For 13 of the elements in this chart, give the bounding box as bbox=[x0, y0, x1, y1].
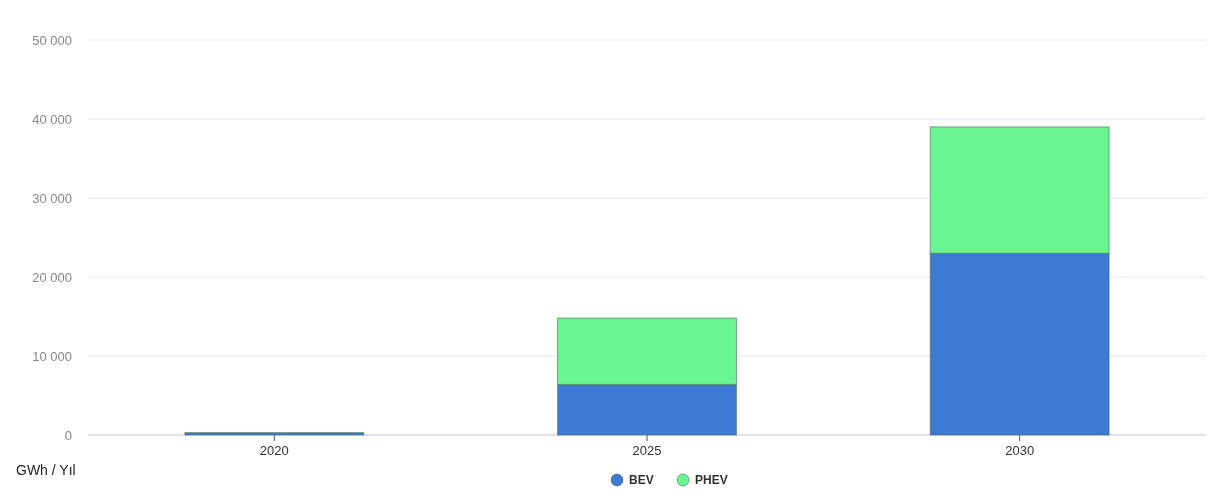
x-tick-label: 2020 bbox=[259, 443, 289, 458]
y-tick-label: 50 000 bbox=[32, 32, 72, 48]
x-tick-label: 2025 bbox=[632, 443, 662, 458]
y-tick-label: 30 000 bbox=[32, 190, 72, 206]
x-tick-label: 2030 bbox=[1005, 443, 1035, 458]
y-tick-label: 40 000 bbox=[32, 111, 72, 127]
y-tick-label: 0 bbox=[64, 427, 72, 443]
bar bbox=[184, 432, 365, 436]
y-tick-label: 20 000 bbox=[32, 269, 72, 285]
y-tick-label: 10 000 bbox=[32, 348, 72, 364]
legend-label: PHEV bbox=[695, 473, 728, 488]
legend-label: BEV bbox=[629, 473, 654, 488]
y-axis-title: GWh / Yıl bbox=[16, 462, 76, 478]
